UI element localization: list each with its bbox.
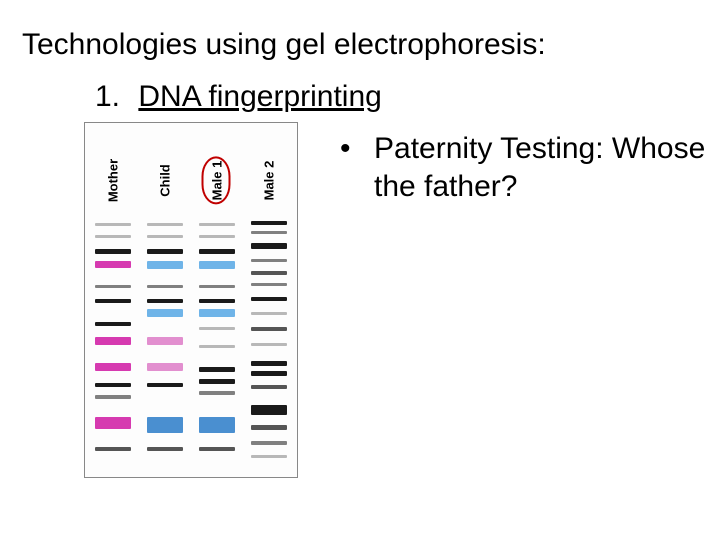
gel-band [147,447,183,451]
gel-band [199,299,235,303]
gel-band [251,371,287,376]
lane-label: Male 2 [262,161,277,201]
gel-band [95,249,131,254]
gel-band [147,337,183,345]
gel-band [95,299,131,303]
gel-band [147,235,183,238]
gel-band [199,447,235,451]
gel-band [147,223,183,226]
bullet-marker: • [340,130,351,168]
gel-band [199,285,235,288]
gel-band [147,249,183,254]
gel-band [251,343,287,346]
gel-band [199,309,235,317]
gel-band [251,441,287,445]
gel-band [147,309,183,317]
gel-band [95,285,131,288]
gel-band [95,447,131,451]
gel-band [199,235,235,238]
lane-label: Male 1 [210,157,225,205]
subtitle-text: DNA fingerprinting [138,80,381,113]
lane-label: Child [158,164,173,197]
gel-lane: Male 1 [195,127,239,471]
gel-band [95,223,131,226]
gel-band [147,261,183,269]
gel-lane: Male 2 [247,127,291,471]
gel-band [95,363,131,371]
gel-band [147,363,183,371]
gel-band [251,283,287,286]
gel-band [251,425,287,430]
gel-band [251,405,287,415]
lane-label: Mother [106,159,121,202]
gel-band [251,259,287,262]
gel-band [199,261,235,269]
gel-band [95,383,131,387]
gel-band [199,345,235,348]
gel-lane: Child [143,127,187,471]
bullet-text: Paternity Testing: Whose the father? [374,130,710,205]
gel-band [251,297,287,301]
gel-lanes: Mother Child Male 1 Male 2 [91,127,291,471]
gel-lane: Mother [91,127,135,471]
subtitle-number: 1. [95,80,120,113]
gel-band [251,455,287,458]
subtitle: 1. DNA fingerprinting [95,80,382,114]
slide-title: Technologies using gel electrophoresis: [22,28,546,62]
gel-band [95,322,131,326]
gel-band [251,271,287,275]
gel-band [251,361,287,366]
gel-band [199,391,235,395]
gel-band [199,417,235,433]
gel-band [251,243,287,249]
gel-band [199,379,235,384]
gel-band [251,231,287,234]
gel-band [199,367,235,372]
gel-band [147,417,183,433]
bullet-item: • Paternity Testing: Whose the father? [340,130,710,205]
gel-band [251,327,287,331]
gel-band [95,235,131,238]
gel-band [95,337,131,345]
gel-band [147,383,183,387]
gel-band [95,395,131,399]
gel-band [95,417,131,429]
gel-band [95,261,131,268]
gel-band [199,223,235,226]
gel-band [251,385,287,389]
gel-band [199,327,235,330]
gel-band [147,299,183,303]
gel-band [199,249,235,254]
gel-band [251,312,287,315]
gel-band [251,221,287,225]
gel-electrophoresis-figure: Mother Child Male 1 Male 2 [84,122,298,478]
gel-band [147,285,183,288]
